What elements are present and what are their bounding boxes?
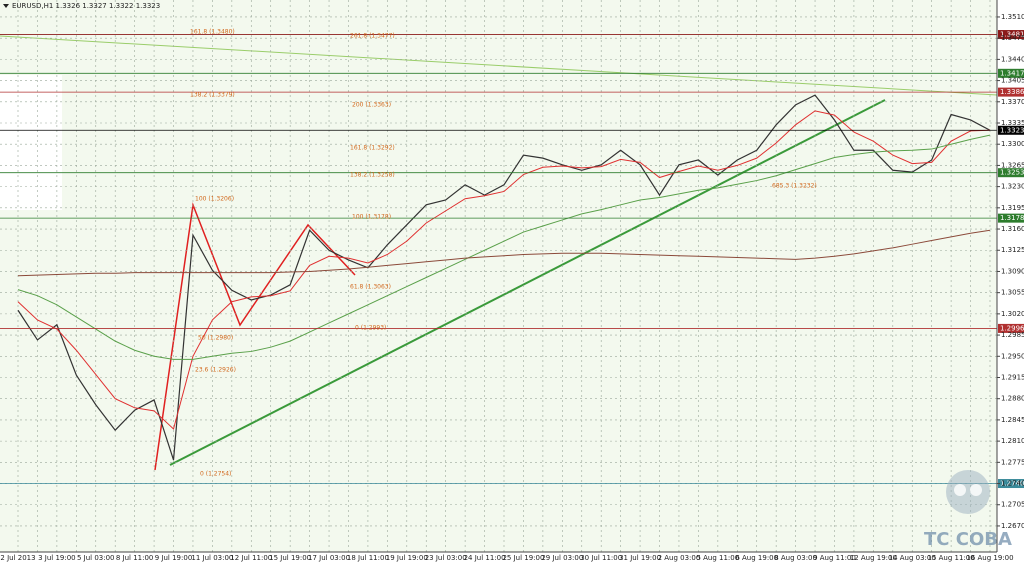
x-tick-label: 3 Jul 19:00 [38,554,76,562]
y-tick-label: 1.3510 [1001,13,1024,21]
x-tick-label: 14 Aug 03:00 [889,554,936,562]
x-tick-label: 2 Aug 03:00 [658,554,701,562]
level-label: 1.3178 [1000,214,1024,222]
price-line [17,110,991,430]
level-tag [998,479,1024,489]
y-tick-label: 1.2705 [1001,501,1024,509]
x-tick-label: 17 Jul 03:00 [308,554,350,562]
y-tick-label: 1.2775 [1001,458,1024,466]
x-tick-label: 30 Jul 11:00 [580,554,622,562]
price-line [17,134,991,360]
y-tick-label: 1.2950 [1001,352,1024,360]
fib-label: 161.8 (1.3480) [190,29,235,36]
price-line [17,229,991,277]
fib-label: 138.2 (1.3258) [350,172,395,179]
level-label: 1.2740 [1000,480,1024,488]
price-line [17,94,991,461]
y-tick-label: 1.3160 [1001,225,1024,233]
x-tick-label: 19 Jul 19:00 [386,554,428,562]
x-tick-label: 16 Aug 19:00 [966,554,1013,562]
level-label: 1.3481 [1000,31,1024,39]
level-tag [998,323,1024,333]
x-tick-label: 24 Jul 11:00 [464,554,506,562]
y-tick-label: 1.3125 [1001,246,1024,254]
level-tag [998,125,1024,135]
y-tick-label: 1.3405 [1001,77,1024,85]
y-tick-label: 1.2810 [1001,437,1024,445]
fib-label: 200 (1.3363) [352,102,391,109]
x-tick-label: 23 Jul 03:00 [425,554,467,562]
x-tick-label: 8 Jul 11:00 [116,554,154,562]
y-tick-label: 1.3020 [1001,310,1024,318]
level-label: 1.3323 [1000,126,1024,134]
fib-label: 138.2 (1.3379) [190,92,235,99]
level-tag [998,30,1024,40]
x-tick-label: 6 Aug 19:00 [735,554,778,562]
y-tick-label: 1.2845 [1001,416,1024,424]
x-tick-label: 5 Jul 03:00 [77,554,115,562]
y-tick-label: 1.3335 [1001,119,1024,127]
y-tick-label: 1.3230 [1001,183,1024,191]
level-tag [998,168,1024,178]
y-tick-label: 1.2985 [1001,331,1024,339]
level-label: 1.3253 [1000,169,1024,177]
level-label: 1.2996 [1000,324,1024,332]
fib-label: 0 (1.2754) [200,471,231,478]
fib-label: 50 (1.2980) [198,335,233,342]
y-tick-label: 1.3475 [1001,34,1024,42]
y-tick-label: 1.3440 [1001,55,1024,63]
fib-label: 61.8 (1.3063) [350,284,391,291]
levels: 1.3481 1.3417 1.3386 1.3323 1.3253 1.3178 1.29… [0,30,1024,489]
fib-label: 23.6 (1.2926) [195,367,236,374]
x-tick-label: 5 Aug 11:00 [696,554,739,562]
y-tick-label: 1.2880 [1001,395,1024,403]
x-tick-label: 9 Aug 11:00 [813,554,856,562]
x-tick-label: 15 Jul 19:00 [269,554,311,562]
fib-label: 100 (1.3178) [352,214,391,221]
y-tick-label: 1.3055 [1001,289,1024,297]
y-tick-label: 1.3195 [1001,204,1024,212]
y-tick-label: 1.2915 [1001,373,1024,381]
trend-line [0,35,998,96]
fib-label: 0 (1.2993) [355,325,386,332]
fib-label: 161.8 (1.3292) [350,145,395,152]
info-panel [0,75,62,210]
y-tick-label: 1.3300 [1001,140,1024,148]
watermark: TC COBA [924,529,1012,550]
x-tick-label: 8 Aug 03:00 [774,554,817,562]
x-tick-label: 12 Aug 19:00 [850,554,897,562]
watermark-logo [946,470,990,514]
x-tick-label: 12 Jul 11:00 [230,554,272,562]
chart-title: EURUSD,H1 1.3326 1.3327 1.3322 1.3323 [12,2,160,10]
y-tick-label: 1.3370 [1001,98,1024,106]
x-tick-label: 31 Jul 19:00 [619,554,661,562]
x-tick-label: 29 Jul 03:00 [541,554,583,562]
zigzag [154,202,356,471]
series [17,94,991,461]
y-tick-label: 1.3265 [1001,161,1024,169]
y-tick-label: 1.2740 [1001,480,1024,488]
plot-background [0,0,997,552]
x-tick-label: 15 Aug 11:00 [928,554,975,562]
level-tag [998,87,1024,97]
level-tag [998,68,1024,78]
trend-line [169,99,886,466]
fib-label: 261.8 (1.3477) [350,33,395,40]
fib-label: 685.3 (1.3232) [772,183,817,190]
level-label: 1.3386 [1000,88,1024,96]
level-label: 1.3417 [1000,69,1024,77]
x-tick-label: 18 Jul 11:00 [347,554,389,562]
y-tick-label: 1.2670 [1001,522,1024,530]
arrow-icon [3,4,9,8]
y-tick-label: 1.3090 [1001,267,1024,275]
fib-label: 100 (1.3206) [195,196,234,203]
x-tick-label: 11 Jul 03:00 [191,554,233,562]
x-tick-label: 25 Jul 19:00 [502,554,544,562]
x-tick-label: 2 Jul 2013 [0,554,35,562]
level-tag [998,213,1024,223]
x-tick-label: 9 Jul 19:00 [155,554,193,562]
